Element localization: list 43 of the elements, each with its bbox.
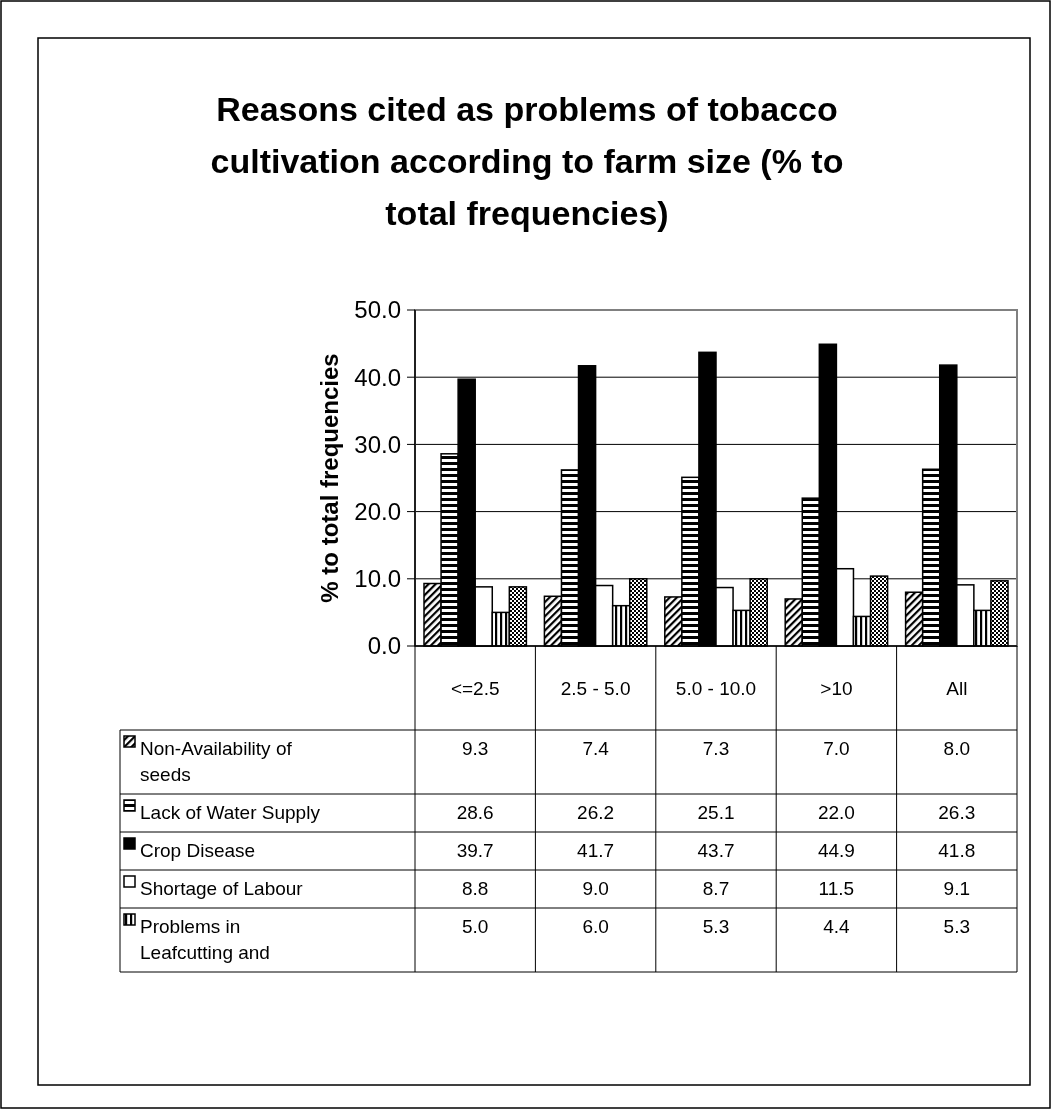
y-tick-label: 20.0 — [354, 498, 401, 525]
data-label: 26.2 — [577, 802, 615, 823]
data-label: 43.7 — [697, 840, 735, 861]
chart-title: Reasons cited as problems of tobacco cultivation according to farm size (% to total frequencies) — [210, 90, 844, 232]
data-label: 41.7 — [577, 840, 615, 861]
data-label: 28.6 — [456, 802, 494, 823]
legend-label: Non-Availability of seeds — [140, 738, 293, 785]
data-label: 7.4 — [582, 738, 610, 759]
legend-label: Crop Disease — [140, 840, 256, 861]
data-label: 11.5 — [818, 878, 855, 899]
data-label: 5.0 — [461, 916, 489, 937]
x-tick-label: <=2.5 — [450, 677, 500, 699]
data-label: 6.0 — [582, 916, 609, 937]
data-label: 8.7 — [702, 878, 730, 899]
y-tick-label: 30.0 — [354, 430, 401, 458]
data-label: 4.4 — [823, 916, 851, 937]
data-label: 9.3 — [461, 738, 489, 759]
data-label: 25.1 — [697, 802, 735, 823]
data-label: 26.3 — [938, 802, 976, 823]
legend-label: Shortage of Labour — [140, 878, 304, 899]
data-label: 9.0 — [582, 878, 609, 899]
x-tick-label: All — [946, 677, 968, 699]
x-tick-label: 5.0 - 10.0 — [675, 677, 757, 699]
data-label: 41.8 — [938, 840, 976, 861]
data-label: 5.3 — [702, 916, 730, 937]
legend-label: Problems in Leafcutting and — [140, 916, 270, 963]
data-label: 22.0 — [817, 802, 855, 823]
data-label: 7.3 — [702, 738, 730, 759]
x-tick-label: >10 — [820, 677, 853, 699]
data-label: 9.1 — [943, 878, 971, 899]
y-axis-title: % to total frequencies — [316, 353, 343, 603]
y-tick-label: 50.0 — [354, 296, 401, 324]
x-tick-label: 2.5 - 5.0 — [560, 677, 631, 699]
data-label: 8.0 — [943, 738, 971, 759]
data-label: 39.7 — [456, 840, 494, 861]
y-tick-label: 0.0 — [367, 632, 401, 660]
data-label: 44.9 — [817, 840, 855, 861]
data-label: 8.8 — [461, 878, 489, 899]
legend-label: Lack of Water Supply — [140, 802, 321, 823]
y-tick-label: 40.0 — [354, 363, 401, 391]
y-tick-label: 10.0 — [354, 565, 401, 593]
data-label: 7.0 — [823, 738, 850, 759]
data-label: 5.3 — [943, 916, 971, 937]
